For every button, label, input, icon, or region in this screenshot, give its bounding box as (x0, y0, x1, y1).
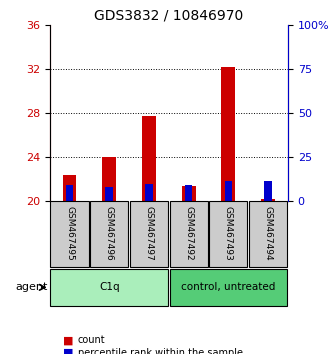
FancyBboxPatch shape (50, 201, 89, 267)
Bar (182, 187, 196, 201)
FancyBboxPatch shape (50, 269, 168, 306)
Text: ■: ■ (63, 335, 73, 345)
Bar (221, 67, 235, 201)
Title: GDS3832 / 10846970: GDS3832 / 10846970 (94, 8, 243, 22)
Text: ■: ■ (63, 348, 73, 354)
FancyBboxPatch shape (130, 201, 168, 267)
Bar (224, 181, 232, 201)
Bar (142, 116, 156, 201)
Bar (145, 184, 153, 201)
Text: percentile rank within the sample: percentile rank within the sample (78, 348, 243, 354)
Text: C1q: C1q (99, 282, 119, 292)
FancyBboxPatch shape (249, 201, 287, 267)
FancyBboxPatch shape (209, 201, 248, 267)
Text: GSM467493: GSM467493 (224, 206, 233, 261)
Bar (63, 176, 76, 201)
Text: count: count (78, 335, 105, 345)
Text: GSM467492: GSM467492 (184, 206, 193, 261)
Bar (66, 185, 73, 201)
Bar (264, 181, 272, 201)
FancyBboxPatch shape (90, 201, 128, 267)
Text: GSM467497: GSM467497 (144, 206, 154, 261)
Text: GSM467495: GSM467495 (65, 206, 74, 261)
Text: GSM467496: GSM467496 (105, 206, 114, 261)
FancyBboxPatch shape (169, 269, 287, 306)
FancyBboxPatch shape (169, 201, 208, 267)
Text: control, untreated: control, untreated (181, 282, 276, 292)
Bar (105, 187, 113, 201)
Text: agent: agent (15, 282, 48, 292)
Bar (185, 185, 193, 201)
Bar (102, 157, 116, 201)
Text: GSM467494: GSM467494 (263, 206, 273, 261)
Bar (261, 199, 275, 201)
